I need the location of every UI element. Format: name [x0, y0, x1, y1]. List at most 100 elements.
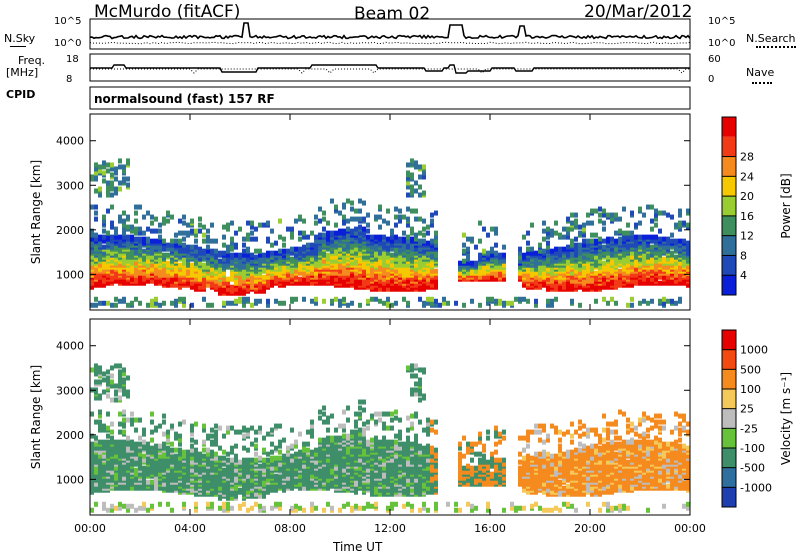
heatmap-cell: [174, 232, 178, 238]
nsearch-legend-line: [756, 46, 796, 48]
heatmap-cell: [178, 437, 182, 443]
heatmap-cell: [402, 296, 406, 302]
heatmap-cell: [682, 244, 686, 250]
heatmap-cell: [98, 453, 102, 459]
heatmap-cell: [406, 206, 410, 212]
heatmap-cell: [230, 258, 234, 264]
heatmap-cell: [146, 302, 150, 308]
heatmap-cell: [106, 208, 110, 214]
heatmap-cell: [422, 254, 426, 260]
heatmap-cell: [258, 503, 262, 509]
heatmap-cell: [230, 284, 234, 290]
heatmap-cell: [246, 485, 250, 491]
noise-panel-frame: [89, 18, 691, 50]
heatmap-cell: [290, 226, 294, 232]
heatmap-cell: [94, 232, 98, 238]
heatmap-cell: [310, 270, 314, 276]
heatmap-cell: [634, 258, 638, 264]
heatmap-cell: [102, 389, 106, 395]
heatmap-cell: [230, 505, 234, 511]
heatmap-cell: [210, 222, 214, 228]
heatmap-cell: [358, 216, 362, 222]
heatmap-cell: [394, 300, 398, 306]
heatmap-cell: [530, 250, 534, 256]
heatmap-cell: [298, 230, 302, 236]
heatmap-cell: [306, 483, 310, 489]
heatmap-cell: [670, 214, 674, 220]
heatmap-cell: [386, 302, 390, 308]
heatmap-cell: [606, 300, 610, 306]
heatmap-cell: [686, 248, 690, 254]
heatmap-cell: [434, 210, 438, 216]
heatmap-cell: [366, 264, 370, 270]
heatmap-cell: [138, 268, 142, 274]
heatmap-cell: [418, 296, 422, 302]
heatmap-cell: [674, 246, 678, 252]
heatmap-cell: [102, 477, 106, 483]
heatmap-cell: [406, 184, 410, 190]
heatmap-cell: [110, 184, 114, 190]
heatmap-cell: [410, 236, 414, 242]
heatmap-cell: [166, 260, 170, 266]
heatmap-cell: [118, 501, 122, 507]
heatmap-cell: [598, 206, 602, 212]
heatmap-cell: [230, 252, 234, 258]
heatmap-cell: [246, 431, 250, 437]
heatmap-cell: [598, 264, 602, 270]
heatmap-cell: [426, 240, 430, 246]
heatmap-cell: [134, 467, 138, 473]
heatmap-cell: [154, 443, 158, 449]
heatmap-cell: [154, 216, 158, 222]
heatmap-cell: [382, 300, 386, 306]
heatmap-cell: [126, 224, 130, 230]
heatmap-cell: [174, 242, 178, 248]
heatmap-cell: [546, 234, 550, 240]
heatmap-cell: [222, 449, 226, 455]
heatmap-cell: [170, 441, 174, 447]
heatmap-cell: [206, 451, 210, 457]
heatmap-cell: [210, 481, 214, 487]
heatmap-cell: [122, 164, 126, 170]
heatmap-cell: [430, 260, 434, 266]
heatmap-cell: [330, 473, 334, 479]
heatmap-cell: [118, 421, 122, 427]
heatmap-cell: [550, 248, 554, 254]
heatmap-cell: [430, 222, 434, 228]
heatmap-cell: [106, 369, 110, 375]
heatmap-cell: [674, 254, 678, 260]
heatmap-cell: [622, 264, 626, 270]
heatmap-cell: [414, 262, 418, 268]
heatmap-cell: [242, 272, 246, 278]
heatmap-cell: [342, 228, 346, 234]
heatmap-cell: [618, 236, 622, 242]
heatmap-cell: [254, 457, 258, 463]
heatmap-cell: [118, 234, 122, 240]
heatmap-cell: [318, 232, 322, 238]
heatmap-cell: [590, 208, 594, 214]
noise-panel: [89, 18, 691, 50]
heatmap-cell: [238, 503, 242, 509]
heatmap-cell: [258, 507, 262, 513]
heatmap-cell: [174, 477, 178, 483]
heatmap-cell: [610, 296, 614, 302]
heatmap-cell: [210, 433, 214, 439]
heatmap-cell: [94, 210, 98, 216]
noise-right-tick-low: 10^0: [708, 38, 736, 49]
heatmap-cell: [106, 230, 110, 236]
heatmap-cell: [102, 453, 106, 459]
heatmap-cell: [546, 256, 550, 262]
heatmap-cell: [182, 419, 186, 425]
heatmap-cell: [122, 226, 126, 232]
heatmap-cell: [98, 465, 102, 471]
heatmap-cell: [290, 485, 294, 491]
heatmap-cell: [262, 505, 266, 511]
heatmap-cell: [278, 443, 282, 449]
heatmap-cell: [354, 216, 358, 222]
heatmap-cell: [414, 208, 418, 214]
heatmap-cell: [314, 214, 318, 220]
heatmap-cell: [670, 238, 674, 244]
heatmap-cell: [226, 425, 230, 431]
heatmap-cell: [158, 258, 162, 264]
heatmap-cell: [210, 501, 214, 507]
heatmap-cell: [138, 435, 142, 441]
